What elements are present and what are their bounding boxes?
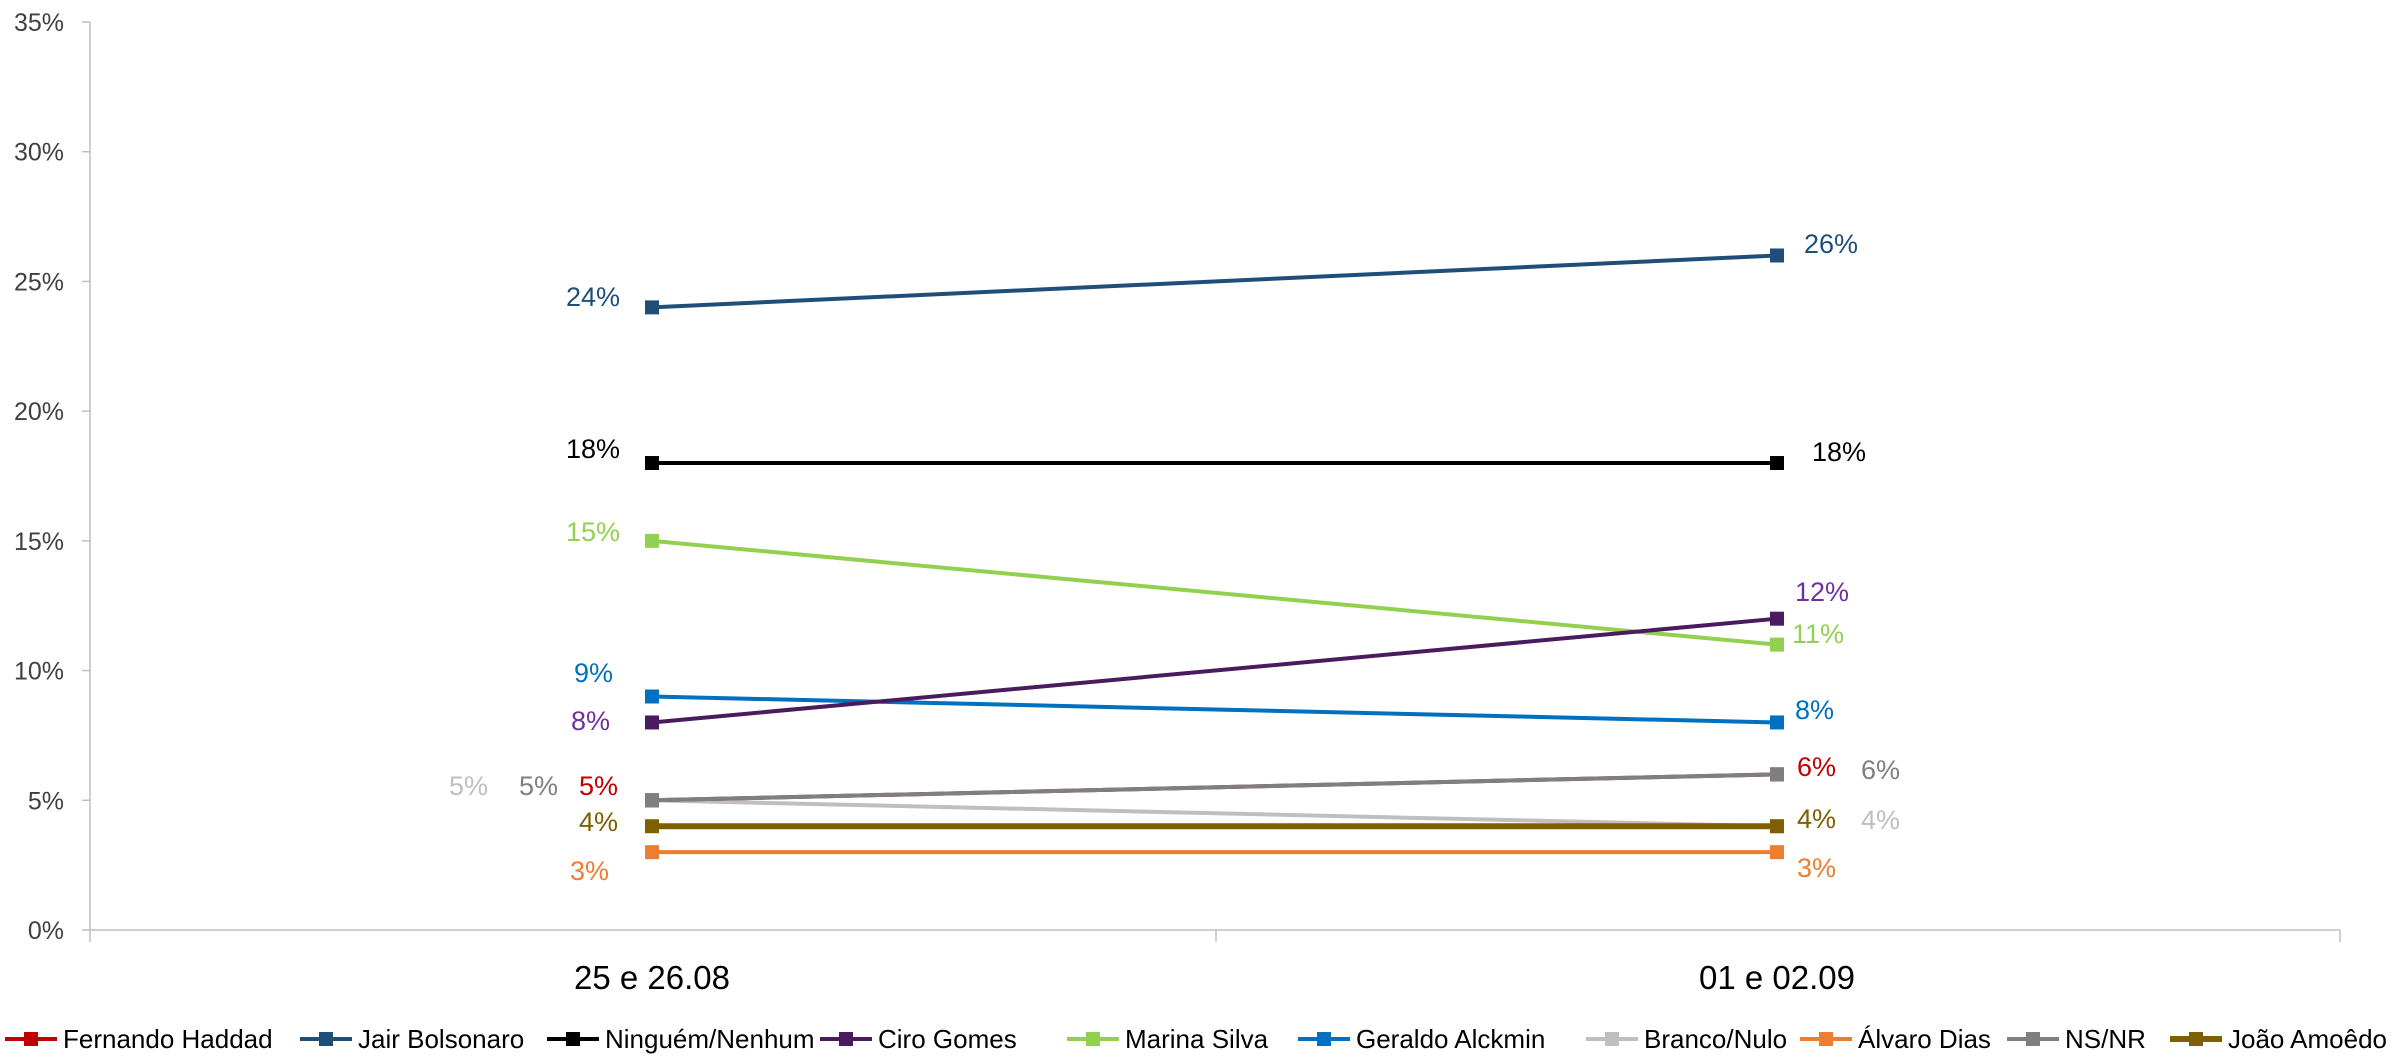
data-label: 6% [1797,752,1836,782]
series-point [645,793,659,808]
series-point [645,845,659,860]
series-line [651,616,1778,725]
legend-item: Ninguém/Nenhum [547,1024,815,1054]
data-label: 4% [579,807,618,837]
series-line [651,694,1778,725]
legend-swatch-marker [1086,1032,1100,1046]
legend-swatch-marker [2026,1032,2040,1046]
legend-label: Branco/Nulo [1644,1024,1787,1054]
series-point [1770,456,1784,471]
series-point [1770,819,1784,834]
legend-label: Marina Silva [1125,1024,1269,1054]
data-label: 3% [1797,853,1836,883]
data-label: 3% [570,856,609,886]
series-line [651,772,1778,803]
y-tick-label: 25% [14,268,64,296]
legend-swatch-marker [24,1032,38,1046]
legend-item: Álvaro Dias [1800,1024,1991,1054]
series-markers [645,248,1784,860]
y-tick-label: 10% [14,658,64,686]
legend-item: Ciro Gomes [820,1024,1017,1054]
legend-item: Branco/Nulo [1586,1024,1787,1054]
data-label: 5% [449,771,488,801]
legend-label: Álvaro Dias [1858,1024,1991,1054]
legend-swatch-marker [1317,1032,1331,1046]
series-point [1770,767,1784,782]
series-point [1770,715,1784,730]
data-label: 5% [579,771,618,801]
data-label: 4% [1797,804,1836,834]
series-line [651,538,1778,647]
legend-swatch-marker [2189,1032,2203,1046]
legend-item: Jair Bolsonaro [300,1024,524,1054]
y-tick-label: 30% [14,139,64,167]
data-label: 24% [566,282,620,312]
y-tick-label: 5% [28,787,64,815]
legend-swatch-marker [1605,1032,1619,1046]
data-label: 18% [566,434,620,464]
legend-label: João Amoêdo [2228,1024,2387,1054]
y-tick-label: 35% [14,9,64,37]
data-label: 9% [574,658,613,688]
y-tick-label: 0% [28,917,64,945]
series-line [651,253,1778,310]
series-point [1770,845,1784,860]
legend-label: Fernando Haddad [63,1024,273,1054]
data-label: 15% [566,517,620,547]
data-label: 18% [1812,437,1866,467]
data-label: 5% [519,771,558,801]
series-point [1770,637,1784,652]
series-line [651,798,1778,829]
data-label: 8% [571,706,610,736]
legend-item: Marina Silva [1067,1024,1269,1054]
legend-label: Jair Bolsonaro [358,1024,524,1054]
series-point [645,533,659,548]
data-label: 11% [1792,619,1844,649]
legend-swatch-marker [1819,1032,1833,1046]
y-tick-label: 15% [14,528,64,556]
series-point [645,689,659,704]
chart-legend: Fernando Haddad Jair Bolsonaro Ninguém/Nen… [5,1024,2387,1054]
legend-item: João Amoêdo [2170,1024,2387,1054]
legend-label: Geraldo Alckmin [1356,1024,1545,1054]
x-tick-label: 01 e 02.09 [1699,959,1855,996]
legend-item: Geraldo Alckmin [1298,1024,1545,1054]
data-label: 12% [1795,577,1849,607]
data-label: 8% [1795,695,1834,725]
data-label: 6% [1861,755,1900,785]
legend-item: NS/NR [2007,1024,2146,1054]
legend-item: Fernando Haddad [5,1024,273,1054]
series-point [645,456,659,471]
data-label: 4% [1861,805,1900,835]
legend-swatch-marker [319,1032,333,1046]
series-lines [651,253,1778,855]
x-tick-label: 25 e 26.08 [574,959,730,996]
series-point [645,819,659,834]
chart-axes: 0% 5% 10% 15% 20% 25% 30% 35% 25 e 26.08 01 e 02.… [14,9,2341,996]
series-point [645,300,659,315]
data-label: 26% [1804,229,1858,259]
data-labels: 5% 6% 24% 26% 18% 18% 8% 12% 15% 11% 9% 8% 5% 4% 3% 3% 5… [449,229,1900,886]
legend-swatch-marker [839,1032,853,1046]
legend-swatch-marker [566,1032,580,1046]
series-point [1770,248,1784,263]
series-point [1770,611,1784,626]
legend-label: Ciro Gomes [878,1024,1017,1054]
series-point [645,715,659,730]
y-tick-label: 20% [14,398,64,426]
legend-label: Ninguém/Nenhum [605,1024,815,1054]
legend-label: NS/NR [2065,1024,2146,1054]
